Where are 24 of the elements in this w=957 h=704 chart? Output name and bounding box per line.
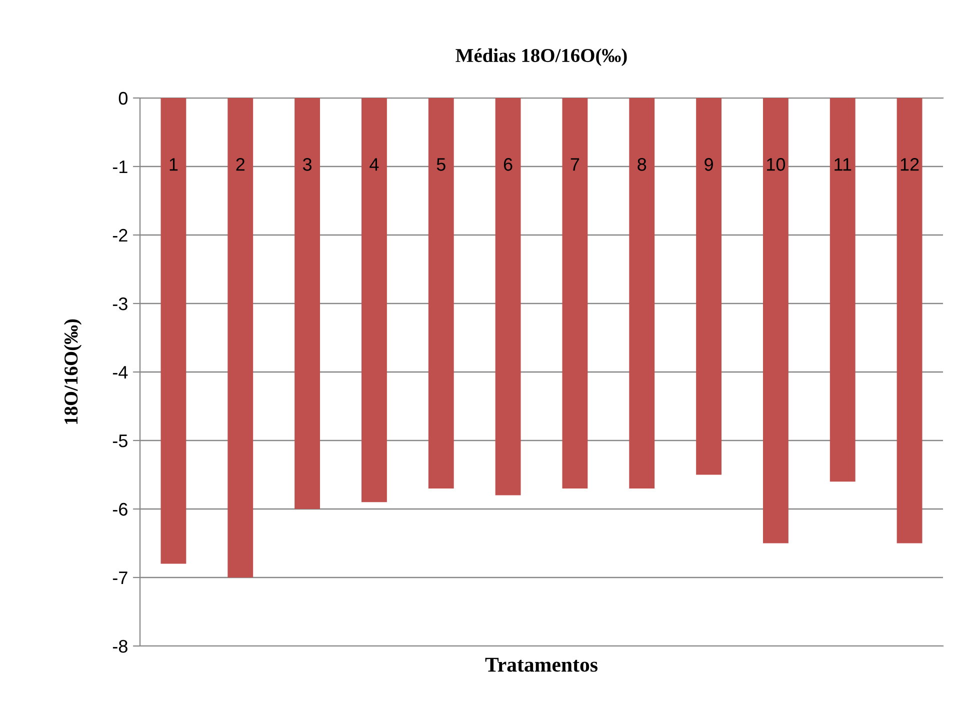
x-tick-label: 2 <box>236 158 244 171</box>
x-axis-title: Tratamentos <box>485 658 598 672</box>
y-tick-label: -6 <box>112 502 128 516</box>
x-tick-label: 4 <box>370 158 379 171</box>
x-tick-label: 1 <box>170 158 178 171</box>
y-axis-title: 18O/16O(‰) <box>64 319 82 424</box>
y-tick-label: -2 <box>112 228 128 242</box>
y-tick-label: 0 <box>118 92 128 105</box>
y-tick-label: -8 <box>112 640 128 653</box>
y-tick-label: -4 <box>112 366 128 379</box>
x-tick-label: 8 <box>638 158 646 171</box>
x-tick-label: 11 <box>834 158 852 171</box>
x-tick-label: 3 <box>302 158 312 171</box>
y-tick-label: -3 <box>112 297 128 310</box>
x-tick-label: 5 <box>436 158 446 171</box>
x-tick-label: 9 <box>704 158 713 171</box>
chart-title: Médias 18O/16O(‰) <box>456 48 627 66</box>
x-tick-label: 10 <box>767 158 786 171</box>
x-tick-label: 6 <box>504 158 512 171</box>
y-tick-label: -5 <box>112 434 128 448</box>
y-tick-label: -7 <box>112 572 128 584</box>
x-tick-label: 7 <box>570 158 580 171</box>
y-tick-label: -1 <box>112 160 128 174</box>
x-tick-label: 12 <box>900 158 919 171</box>
